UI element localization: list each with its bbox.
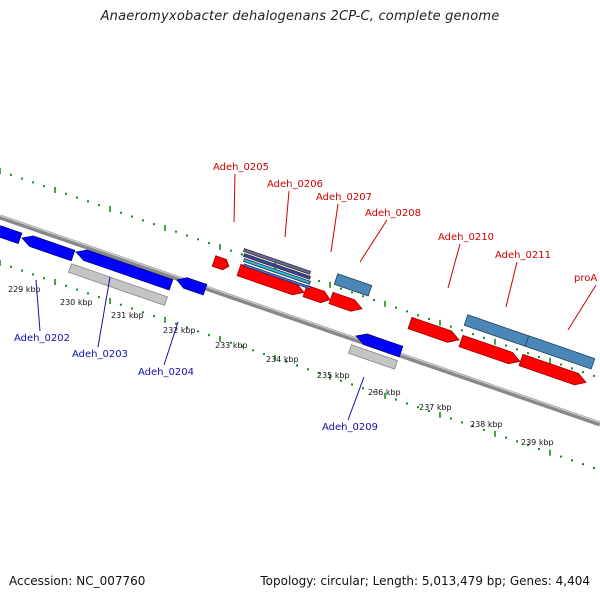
gene-forward (458, 334, 521, 365)
accession-text: Accession: NC_007760 (9, 574, 146, 588)
gene-label-forward: Adeh_0211 (495, 250, 551, 261)
ruler-tick-label: 237 kbp (419, 403, 452, 412)
gene-pseudo (68, 263, 168, 306)
gene-pseudo (348, 344, 398, 370)
label-leader-line (347, 376, 365, 421)
ruler-tick-label: 238 kbp (470, 420, 503, 429)
label-leader-line (233, 173, 236, 223)
gene-reverse (176, 277, 208, 296)
gene-forward (211, 255, 230, 271)
label-leader-line (567, 284, 597, 331)
topology-text: Topology: circular; Length: 5,013,479 bp… (260, 574, 590, 588)
tick-labels: 229 kbp 230 kbp 231 kbp 232 kbp 233 kbp 234 k… (8, 285, 554, 447)
backbone-line (0, 214, 600, 427)
ruler-inner (0, 260, 595, 469)
backbone (0, 214, 600, 427)
gene-rna (333, 273, 373, 297)
label-leader-line (284, 190, 290, 238)
gene-forward (518, 353, 587, 386)
ruler-tick-label: 229 kbp (8, 285, 41, 294)
ruler-tick-label: 236 kbp (368, 388, 401, 397)
gene-label-forward: Adeh_0206 (267, 179, 323, 190)
gene-rna-stripe (243, 258, 311, 285)
label-leader-line (35, 279, 41, 332)
gene-label-reverse: Adeh_0203 (72, 349, 128, 360)
gene-reverse (75, 249, 174, 291)
gene-label-forward: Adeh_0207 (316, 192, 372, 203)
gene-rna (524, 335, 596, 370)
genes (0, 225, 596, 386)
map-title: Anaeromyxobacter dehalogenans 2CP-C, com… (100, 9, 500, 24)
label-leader-line (447, 243, 461, 289)
ruler-tick-label: 230 kbp (60, 298, 93, 307)
label-leader-line (359, 219, 388, 263)
gene-forward (328, 291, 363, 312)
ruler-tick-label: 233 kbp (215, 341, 248, 350)
ruler-tick-label: 231 kbp (111, 311, 144, 320)
gene-rna-stripe (243, 253, 311, 280)
gene-label-forward: Adeh_0208 (365, 208, 421, 219)
backbone-highlight (0, 214, 600, 424)
gene-reverse (355, 333, 404, 358)
gene-forward (302, 284, 331, 304)
gene-reverse (21, 235, 76, 262)
gene-forward (407, 316, 460, 343)
ruler-tick-label: 232 kbp (163, 326, 196, 335)
gene-rna-stripe (243, 248, 311, 275)
label-leader-line (163, 321, 179, 366)
gene-label-reverse: Adeh_0202 (14, 333, 70, 344)
gene-rna-stripe (243, 263, 311, 290)
ruler-tick-label: 235 kbp (317, 371, 350, 380)
gene-reverse (0, 225, 23, 245)
gene-label-forward: Adeh_0210 (438, 232, 494, 243)
gene-label-reverse: Adeh_0209 (322, 422, 378, 433)
gene-labels: Adeh_0205 Adeh_0206 Adeh_0207 Adeh_0208 Adeh… (14, 162, 597, 433)
ruler-tick-label: 239 kbp (521, 438, 554, 447)
label-leader-line (97, 276, 111, 348)
ruler-tick-label: 234 kbp (266, 355, 299, 364)
label-leader-line (330, 203, 339, 253)
gene-label-reverse: Adeh_0204 (138, 367, 194, 378)
gene-label-forward: proA (574, 273, 597, 284)
gene-label-forward: Adeh_0205 (213, 162, 269, 173)
label-leader-line (505, 261, 518, 308)
